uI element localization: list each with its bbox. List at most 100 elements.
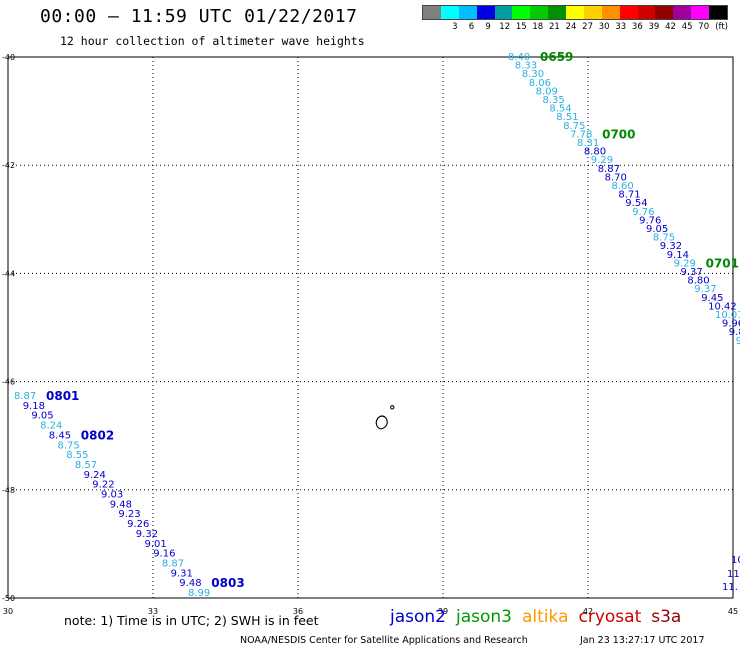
legend-swatch [476, 6, 495, 19]
legend-swatch [709, 6, 727, 19]
legend-tick: 70 [698, 22, 710, 32]
swh-value: 7.78 [570, 129, 592, 140]
swh-value: 9.8 [729, 327, 740, 338]
map-frame [7, 56, 734, 599]
swh-value: 8.09 [536, 86, 558, 97]
lon-tick-label: 36 [293, 607, 303, 616]
legend-tick-labels: (ft) 3 6 9 12 15 18 21 24 27 30 33 36 39 42 45 70 [422, 20, 728, 34]
swh-value: 8.51 [556, 112, 578, 123]
mission-s3a: s3a [651, 607, 682, 627]
footer-credit: NOAA/NESDIS Center for Satellite Applica… [240, 635, 528, 646]
legend-swatch [691, 6, 709, 19]
legend-swatch [440, 6, 459, 19]
island-outline [375, 415, 388, 430]
swh-value: 9.76 [632, 207, 654, 218]
swh-value: 9.32 [136, 529, 158, 540]
legend-tick: 42 [665, 22, 676, 32]
legend-tick: 21 [548, 22, 560, 32]
swh-value: 8.75 [653, 233, 675, 244]
swh-value: 11. [722, 582, 738, 593]
swh-value: 9.05 [646, 224, 668, 235]
swh-value: 9 [736, 336, 740, 347]
lon-tick-label: 33 [148, 607, 158, 616]
swh-value: 8.24 [40, 421, 62, 432]
swh-value: 9.03 [101, 490, 123, 501]
lat-tick-label: -48 [2, 486, 15, 495]
swh-value: 8.75 [563, 121, 585, 132]
swh-value: 9.22 [92, 480, 114, 491]
swh-value: 9.26 [127, 519, 149, 530]
swh-value: 8.31 [577, 138, 599, 149]
lon-tick-label: 45 [728, 607, 738, 616]
time-label: 0701 [706, 256, 739, 270]
time-label: 0659 [540, 50, 573, 64]
lat-tick-label: -50 [2, 594, 15, 603]
swh-value: 8.35 [543, 95, 565, 106]
legend-tick: 30 [598, 22, 610, 32]
swh-value: 8.30 [522, 69, 544, 80]
legend-color-bar [422, 5, 728, 20]
swh-value: 8.06 [529, 78, 551, 89]
legend-tick: 33 [615, 22, 627, 32]
lon-tick-label: 39 [438, 607, 448, 616]
swh-value: 9.29 [591, 155, 613, 166]
legend-tick: 6 [468, 22, 475, 32]
legend-swatch [583, 6, 602, 19]
swh-value: 9.45 [701, 293, 723, 304]
time-label: 0803 [211, 576, 244, 590]
swh-value: 8.80 [584, 147, 606, 158]
swh-value: 10.42 [708, 301, 737, 312]
lat-tick-label: -46 [2, 378, 15, 387]
mission-legend: jason2 jason3 altika cryosat s3a [390, 607, 691, 627]
legend-tick: 45 [681, 22, 693, 32]
swh-value: 8.60 [612, 181, 634, 192]
time-label: 0700 [602, 127, 635, 141]
legend-unit: (ft) [715, 22, 728, 32]
swh-value: 8.99 [188, 588, 210, 599]
legend-tick: 15 [515, 22, 527, 32]
lon-tick-label: 30 [3, 607, 13, 616]
legend-tick: 12 [499, 22, 511, 32]
swh-value: 8.87 [14, 391, 36, 402]
legend-swatch [619, 6, 638, 19]
swh-value: 9.54 [625, 198, 647, 209]
swh-value: 8.70 [605, 172, 627, 183]
lat-tick-label: -42 [2, 161, 15, 170]
legend-tick: 18 [532, 22, 544, 32]
swh-value: 9.32 [660, 241, 682, 252]
mission-cryosat: cryosat [578, 607, 642, 627]
swh-value: 8.87 [162, 558, 184, 569]
legend-tick: 9 [485, 22, 491, 32]
swh-value: 9.14 [667, 250, 689, 261]
swh-value: 9.29 [674, 258, 696, 269]
legend-swatch [637, 6, 656, 19]
swh-value: 9.24 [84, 470, 106, 481]
legend-tick: 24 [565, 22, 577, 32]
mission-jason2: jason2 [390, 607, 446, 627]
legend-tick: 27 [582, 22, 593, 32]
island-outline [390, 405, 395, 410]
page-title: 00:00 – 11:59 UTC 01/22/2017 [40, 6, 358, 27]
footer-timestamp: Jan 23 13:27:17 UTC 2017 [580, 635, 705, 646]
legend-swatch [423, 6, 441, 19]
swh-value: 8.33 [515, 61, 537, 72]
swh-value: 10.01 [715, 310, 740, 321]
time-label: 0801 [46, 389, 79, 403]
swh-value: 9.01 [145, 539, 167, 550]
legend-swatch [566, 6, 584, 19]
legend-swatch [530, 6, 549, 19]
lat-tick-label: -44 [2, 269, 15, 278]
swh-value: 8.75 [58, 440, 80, 451]
swh-value: 9.05 [31, 411, 53, 422]
swh-value: 8.71 [618, 190, 640, 201]
swh-value: 10 [731, 555, 740, 566]
mission-altika: altika [522, 607, 569, 627]
lon-tick-label: 42 [583, 607, 593, 616]
legend-swatch [458, 6, 477, 19]
swh-value: 9.23 [118, 509, 140, 520]
swh-value: 8.57 [75, 460, 97, 471]
legend-swatch [601, 6, 620, 19]
page-subtitle: 12 hour collection of altimeter wave hei… [60, 34, 365, 48]
legend-swatch [512, 6, 531, 19]
